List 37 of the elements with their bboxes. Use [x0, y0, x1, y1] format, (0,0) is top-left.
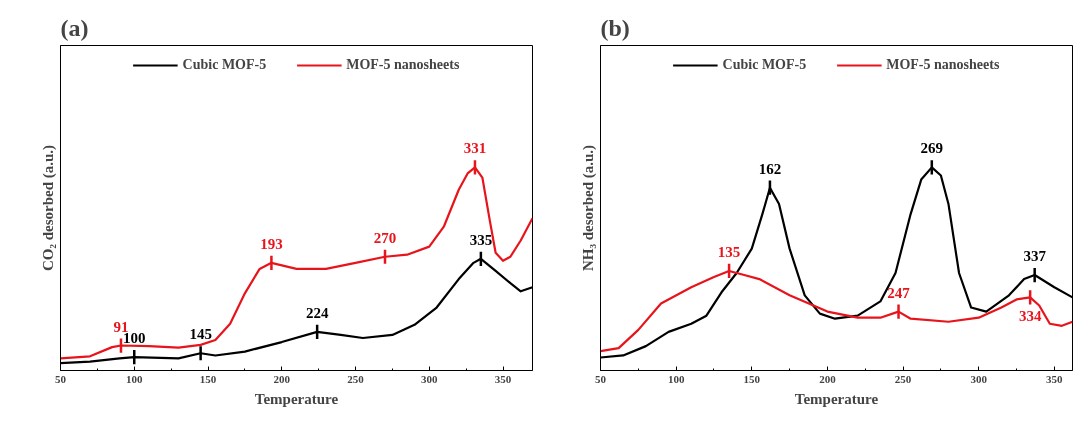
x-tick-label: 350 [1046, 372, 1064, 385]
annotation: 337 [1023, 248, 1047, 265]
y-axis-title: NH₃ desorbed (a.u.) [579, 144, 597, 272]
x-tick-label: 300 [970, 372, 988, 385]
x-tick-label: 300 [421, 372, 438, 385]
x-axis-title: Temperature [794, 390, 879, 407]
y-axis-title: CO₂ desorbed (a.u.) [39, 144, 57, 272]
legend-label: MOF-5 nanosheets [886, 57, 1000, 73]
annotation: 162 [758, 160, 782, 177]
x-tick-label: 200 [273, 372, 291, 385]
chart-title: (b) [600, 14, 630, 41]
legend-label: Cubic MOF-5 [722, 57, 807, 73]
x-tick-label: 250 [894, 372, 912, 385]
annotation: 135 [717, 243, 741, 260]
x-tick-label: 150 [199, 372, 217, 385]
x-tick-label: 250 [347, 372, 365, 385]
annotation: 331 [463, 140, 487, 157]
x-tick-label: 100 [126, 372, 143, 385]
annotation: 100 [123, 330, 146, 347]
x-axis-title: Temperature [254, 390, 339, 407]
annotation: 193 [260, 235, 283, 252]
annotation: 145 [189, 326, 212, 343]
annotation: 334 [1018, 308, 1042, 325]
annotation: 269 [920, 140, 944, 157]
legend-label: Cubic MOF-5 [182, 57, 267, 73]
x-tick-label: 50 [595, 372, 607, 385]
chart-title: (a) [60, 14, 89, 41]
x-tick-label: 200 [819, 372, 837, 385]
annotation: 270 [373, 229, 397, 246]
x-tick-label: 150 [743, 372, 761, 385]
annotation: 224 [305, 304, 329, 321]
annotation: 335 [469, 231, 493, 248]
annotation: 247 [887, 284, 911, 301]
x-tick-label: 350 [494, 372, 512, 385]
legend-label: MOF-5 nanosheets [346, 57, 460, 73]
x-tick-label: 50 [55, 372, 67, 385]
x-tick-label: 100 [667, 372, 685, 385]
